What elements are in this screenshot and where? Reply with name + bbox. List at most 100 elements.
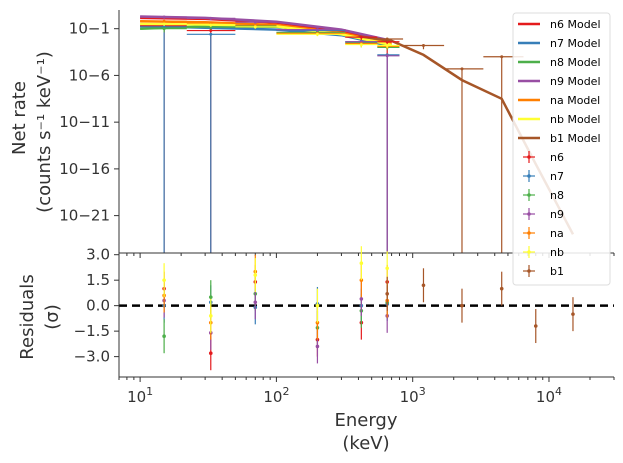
residual-marker-n9 [315,344,320,349]
spectrum-point-n8 [140,27,187,33]
residuals-y-ticks: 3.0 1.5 0.0 −1.5 −3.0 [74,246,119,366]
legend-label: n9 Model [550,75,601,88]
residual-marker-b1 [499,286,504,291]
residuals-xtick-label: 102 [263,385,289,406]
residuals-ylabel-line-2: (σ) [42,304,63,329]
spectrum-point-nb [377,44,400,49]
legend-swatch-marker [527,212,531,216]
spectrum-ytick-label: 10−11 [59,113,110,131]
spectrum-point-n9 [186,16,236,21]
spectrum-marker-b1 [385,37,389,41]
legend-entry-n9: n9 [523,208,564,221]
residual-marker-n8 [208,295,213,299]
spectrum-ylabel-line-2: (counts s⁻¹ keV⁻¹) [34,51,55,213]
legend-swatch-marker [527,174,531,178]
residuals-ytick-label: 3.0 [86,246,110,264]
residual-marker-n9 [359,297,364,301]
legend-label: n9 [550,208,564,221]
spectrum-point-n7 [377,53,400,253]
legend-swatch-marker [527,269,531,273]
spectrum-marker-n9 [315,28,319,32]
spectrum-ytick-label: 10−21 [59,207,110,225]
spectrum-marker-nb [385,44,389,48]
residual-point-b1 [571,297,575,332]
residuals-ytick-label: −1.5 [74,322,110,340]
xlabel-line-1: Energy [334,410,397,431]
residual-point-b1 [421,268,426,303]
spectrum-marker-n9 [385,54,389,58]
legend-entry-n8: n8 [523,189,564,202]
residual-marker-na [315,320,320,325]
spectrum-marker-n9 [209,16,213,20]
residual-points [162,246,575,371]
residuals-ylabel-line-1: Residuals [17,274,38,359]
residual-marker-b1 [533,324,538,328]
legend-label: na Model [550,94,600,107]
spectrum-ylabel-line-1: Net rate [9,81,30,155]
legend-label: n6 Model [550,18,601,31]
xlabel-line-2: (keV) [342,433,389,454]
spectrum-marker-b1 [421,44,425,48]
legend-entry-nb: nb [523,246,564,259]
legend-label: n7 [550,170,564,183]
spectrum-marker-na [162,19,166,23]
residuals-ytick-label: −3.0 [74,348,110,366]
legend-entry-n9-model: n9 Model [518,75,601,88]
residual-marker-n9 [253,300,258,305]
residual-point-nb [162,263,166,298]
legend-entry-n7: n7 [523,170,564,183]
residual-point-nb [208,298,213,333]
spectrum-marker-n8 [162,27,166,31]
residual-point-b1 [385,276,389,311]
spectrum-ytick-label: 10−1 [69,20,110,38]
legend-entry-na-model: na Model [518,94,600,107]
residual-point-nb [253,258,258,293]
legend: n6 Model n7 Model n8 Model n9 Model na Model… [512,12,611,286]
residual-marker-b1 [385,291,389,296]
legend-entry-na: na [523,227,564,240]
spectrum-ytick-label: 10−6 [69,66,110,84]
legend-label: na [550,227,564,240]
legend-label: n8 [550,189,564,202]
legend-label: nb [550,246,564,259]
residual-marker-na [359,278,364,282]
residual-point-b1 [499,271,504,306]
legend-entry-b1: b1 [523,265,564,278]
spectrum-marker-nb [209,23,213,27]
spectrum-point-n9 [276,28,346,32]
legend-swatch-marker [527,250,531,254]
spectrum-point-n7 [186,32,236,253]
legend-swatch-marker [527,193,531,197]
residuals-xtick-label: 104 [536,385,562,406]
residual-marker-b1 [460,303,464,308]
legend-swatch-marker [527,155,531,159]
legend-label: b1 Model [550,132,601,145]
spectrum-panel: 10−1 10−6 10−11 10−16 10−21 Net rate (counts… [9,10,615,286]
spectrum-point-n7 [140,25,187,253]
residual-point-n8 [162,319,166,354]
spectrum-marker-nb [315,32,319,36]
legend-entry-n8-model: n8 Model [518,56,601,69]
legend-label: nb Model [550,113,600,126]
spectrum-point-nb [186,23,236,27]
spectrum-point-n6 [345,35,378,40]
spectrum-point-n9 [140,15,187,19]
residual-marker-nb [315,303,320,308]
legend-entry-nb-model: nb Model [518,113,600,126]
spectrum-point-nb [276,32,346,37]
spectrum-ytick-label: 10−16 [59,160,110,178]
spectrum-y-ticks: 10−1 10−6 10−11 10−16 10−21 [59,20,119,225]
legend-entry-n6-model: n6 Model [518,18,601,31]
residual-marker-nb [359,261,364,265]
spectrum-point-nb [235,25,277,29]
legend-entry-b1-model: b1 Model [518,132,601,145]
spectrum-marker-n6 [209,29,213,33]
spectrum-marker-b1 [460,67,464,71]
residuals-axes [118,253,614,378]
residual-point-nb [315,288,320,323]
spectrum-point-n6 [140,24,187,253]
residual-marker-b1 [571,312,575,316]
spectrum-point-nb [345,43,378,48]
residuals-xtick-label: 103 [400,385,426,406]
